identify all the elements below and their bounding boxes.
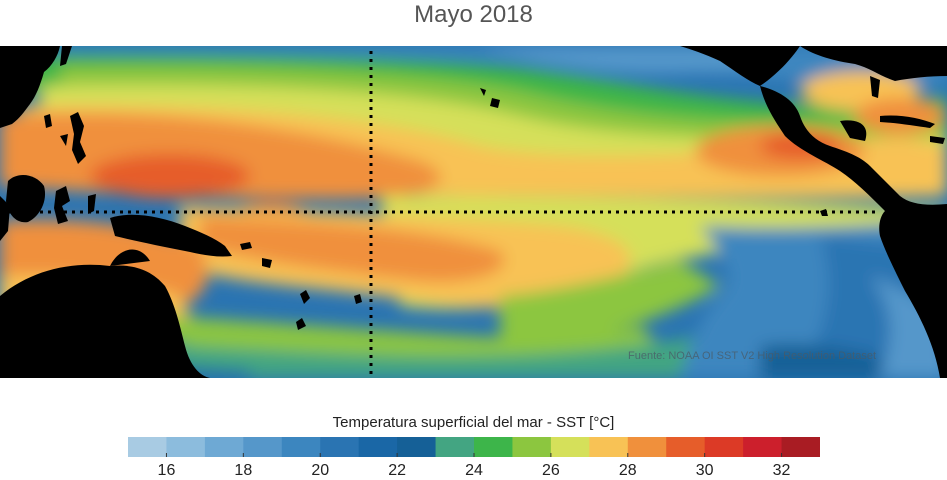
colorbar-swatch <box>204 437 244 457</box>
colorbar-swatch <box>281 437 321 457</box>
colorbar-swatch <box>474 437 513 457</box>
colorbar-swatch <box>704 437 744 457</box>
data-source-credit: Fuente: NOAA OI SST V2 High Resolution D… <box>628 350 877 362</box>
colorbar-tick-label: 24 <box>465 462 483 479</box>
sst-field <box>0 46 947 378</box>
colorbar-tick-label: 22 <box>388 462 407 479</box>
colorbar-swatch <box>781 437 820 457</box>
colorbar-swatch <box>589 437 629 457</box>
colorbar-tick-label: 16 <box>157 462 176 479</box>
colorbar-tick-label: 28 <box>618 462 637 479</box>
sst-map <box>0 46 947 378</box>
colorbar-swatch <box>397 437 437 457</box>
land-masses <box>0 46 947 378</box>
colorbar-swatch <box>243 437 283 457</box>
colorbar-swatch <box>666 437 706 457</box>
colorbar-swatch <box>550 437 590 457</box>
colorbar-swatch <box>627 437 667 457</box>
colorbar-tick-label: 30 <box>695 462 714 479</box>
colorbar-title: Temperatura superficial del mar - SST [°… <box>332 414 615 431</box>
colorbar-tick-label: 26 <box>541 462 560 479</box>
colorbar-swatch <box>512 437 552 457</box>
map-title: Mayo 2018 <box>414 1 533 28</box>
colorbar-swatch <box>128 437 167 457</box>
colorbar-swatch <box>435 437 475 457</box>
colorbar-tick-label: 32 <box>772 462 791 479</box>
colorbar <box>128 437 820 457</box>
colorbar-swatch <box>320 437 360 457</box>
colorbar-tick-label: 20 <box>311 462 330 479</box>
colorbar-swatch <box>743 437 783 457</box>
colorbar-swatch <box>166 437 206 457</box>
colorbar-swatch <box>358 437 398 457</box>
colorbar-tick-label: 18 <box>234 462 253 479</box>
reference-lines <box>0 51 880 376</box>
